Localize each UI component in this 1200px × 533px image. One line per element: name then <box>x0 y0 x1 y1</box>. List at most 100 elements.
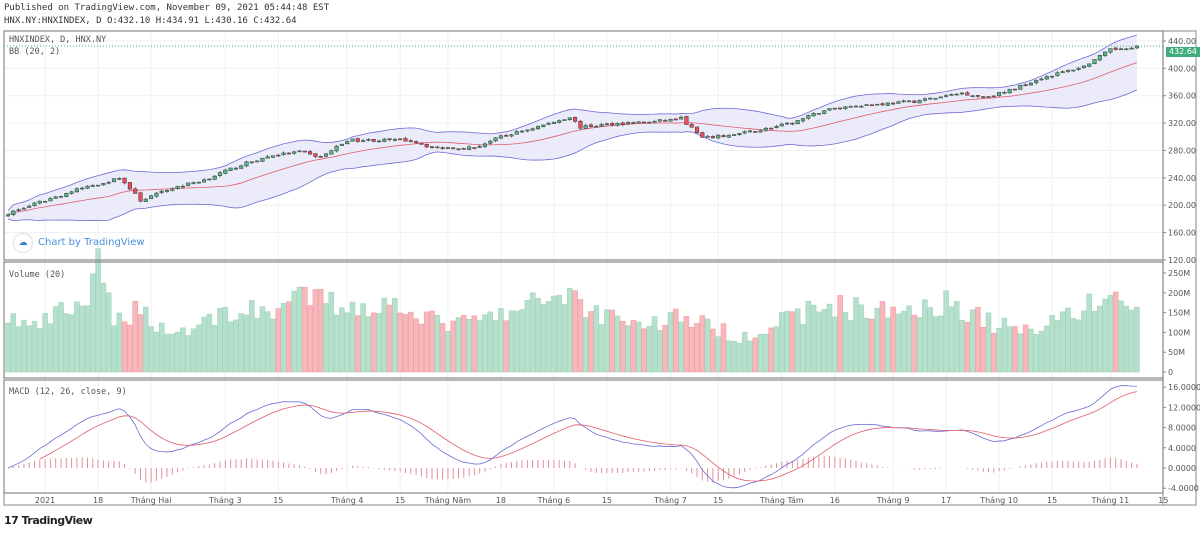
volume-bar <box>95 248 101 373</box>
candle-body <box>27 205 32 208</box>
bb-lower-line <box>7 89 1138 222</box>
candle-body <box>636 121 641 124</box>
price-pane-label: HNXINDEX, D, HNX.NY <box>9 35 107 45</box>
candle-body <box>186 182 191 186</box>
candle-body <box>610 123 615 126</box>
volume-bar <box>747 340 753 373</box>
volume-bar <box>514 310 520 373</box>
volume-bar <box>980 327 986 373</box>
volume-bar <box>1070 318 1077 373</box>
candle-body <box>753 131 758 133</box>
volume-bar <box>784 310 790 373</box>
volume-bar <box>5 322 11 373</box>
candle-body <box>938 96 943 99</box>
volume-bar <box>105 292 112 373</box>
volume-bar <box>741 331 748 373</box>
volume-bar <box>688 327 695 373</box>
volume-bar <box>238 313 244 373</box>
candle-body <box>133 188 138 194</box>
volume-bar <box>222 307 229 373</box>
candle-body <box>631 122 636 124</box>
volume-bar <box>355 315 361 373</box>
candle-body <box>965 92 970 96</box>
candle-body <box>567 117 572 120</box>
volume-bar <box>492 320 499 373</box>
volume-bar <box>79 305 85 373</box>
candle-body <box>795 120 800 125</box>
candle-body <box>445 147 450 150</box>
volume-bar <box>551 295 557 373</box>
candle-body <box>1108 48 1113 53</box>
candle-body <box>557 120 562 123</box>
candle-body <box>111 178 117 183</box>
volume-bar <box>1033 334 1039 373</box>
volume-bar <box>360 303 366 373</box>
candle-body <box>970 95 975 98</box>
volume-bar <box>206 313 213 373</box>
volume-bar <box>264 311 271 373</box>
macd-tick-label: 16.0000 <box>1168 383 1200 392</box>
candle-body <box>175 186 180 189</box>
volume-bar <box>1038 330 1045 373</box>
volume-bar <box>365 316 372 373</box>
candle-body <box>1118 48 1124 51</box>
volume-bar <box>402 314 409 373</box>
volume-bar <box>763 333 769 373</box>
macd-tick-label: -4.0000 <box>1168 484 1199 493</box>
volume-bar <box>1065 307 1071 373</box>
volume-bar <box>710 328 716 373</box>
candle-body <box>694 126 700 134</box>
volume-bar <box>84 305 91 373</box>
candle-body <box>281 152 286 155</box>
volume-bar <box>969 309 976 373</box>
candle-body <box>700 132 705 138</box>
volume-bar <box>789 311 796 373</box>
candle-body <box>594 125 599 128</box>
volume-bar <box>572 290 578 373</box>
volume-bar <box>826 303 833 373</box>
candle-body <box>933 98 938 100</box>
price-tick-label: 120.00 <box>1168 256 1196 265</box>
candle-body <box>885 102 890 106</box>
volume-bar <box>704 318 711 373</box>
time-tick-label: 2021 <box>35 496 55 505</box>
candle-body <box>959 92 965 95</box>
volume-bar <box>243 314 250 373</box>
volume-bar <box>1128 309 1135 373</box>
price-axis-border <box>1162 30 1197 506</box>
candle-body <box>838 107 843 110</box>
volume-bar <box>535 297 541 373</box>
ohlc-line: HNX.NY:HNXINDEX, D O:432.10 H:434.91 L:4… <box>4 16 297 26</box>
candle-body <box>392 139 397 141</box>
candle-body <box>1097 54 1102 61</box>
volume-bar <box>821 309 827 373</box>
candle-body <box>811 113 816 117</box>
candle-body <box>525 129 530 132</box>
volume-bar <box>466 319 472 373</box>
candle-body <box>255 160 260 163</box>
candle-body <box>265 156 270 159</box>
candle-body <box>477 145 482 148</box>
volume-bar <box>1054 320 1061 373</box>
candle-body <box>843 106 848 110</box>
candle-body <box>249 161 254 164</box>
candle-body <box>80 187 85 190</box>
volume-bar <box>127 324 133 373</box>
candle-body <box>901 100 906 103</box>
candle-body <box>318 156 323 158</box>
candle-body <box>647 121 652 124</box>
volume-bar <box>646 325 653 373</box>
volume-bar <box>630 320 637 373</box>
volume-bar <box>349 301 356 373</box>
tradingview-logo[interactable]: 𝟭𝟳 TradingView <box>4 514 93 527</box>
candle-body <box>949 94 954 96</box>
volume-bar <box>598 324 605 373</box>
candle-body <box>1065 69 1071 72</box>
candle-body <box>233 167 238 170</box>
volume-bar <box>1001 317 1008 373</box>
volume-bar <box>519 309 525 373</box>
candle-body <box>747 130 753 133</box>
watermark[interactable]: ☁ Chart by TradingView <box>14 234 145 252</box>
volume-bar <box>794 308 801 373</box>
